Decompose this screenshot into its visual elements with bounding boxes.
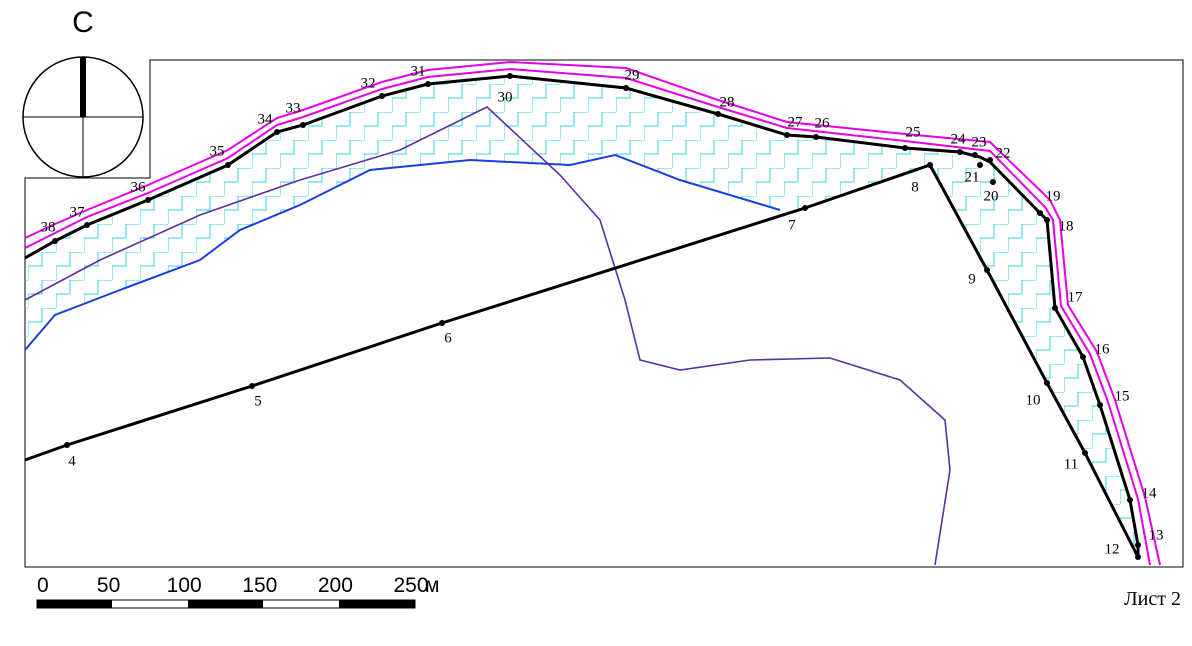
survey-point — [507, 73, 513, 79]
point-label: 15 — [1115, 388, 1130, 404]
scale-segment — [37, 600, 112, 608]
survey-point — [1135, 542, 1141, 548]
water-edge — [24, 153, 781, 351]
point-label: 11 — [1064, 456, 1078, 472]
survey-point — [425, 81, 431, 87]
point-label: 17 — [1068, 289, 1084, 305]
point-label: 23 — [972, 134, 987, 150]
survey-point — [225, 162, 231, 168]
survey-point — [1044, 380, 1050, 386]
survey-point — [300, 122, 306, 128]
point-label: 24 — [951, 131, 967, 147]
survey-point — [249, 383, 255, 389]
zone-line — [24, 60, 1161, 566]
survey-point — [1037, 210, 1043, 216]
survey-point — [1052, 305, 1058, 311]
survey-point — [274, 129, 280, 135]
point-label: 20 — [984, 188, 999, 204]
point-label: 29 — [625, 67, 640, 83]
point-label: 14 — [1142, 485, 1158, 501]
scale-segment — [188, 600, 263, 608]
survey-point — [623, 85, 629, 91]
point-label: 18 — [1059, 218, 1074, 234]
scale-label: 250 — [393, 574, 428, 597]
scale-label: 50 — [97, 574, 120, 597]
survey-point — [987, 157, 993, 163]
point-label: 5 — [254, 393, 262, 409]
point-label: 32 — [361, 75, 376, 91]
scale-label: 200 — [318, 574, 353, 597]
survey-point — [1080, 354, 1086, 360]
point-label: 12 — [1105, 541, 1120, 557]
contour-line — [24, 106, 951, 566]
point-label: 19 — [1046, 188, 1061, 204]
survey-point — [977, 162, 983, 168]
scale-segment — [339, 600, 415, 608]
point-label: 30 — [498, 89, 513, 105]
point-label: 22 — [996, 145, 1011, 161]
survey-point — [84, 222, 90, 228]
survey-point — [957, 149, 963, 155]
point-label: 25 — [906, 124, 921, 140]
scale-unit: м — [425, 574, 439, 597]
survey-point — [927, 162, 933, 168]
point-label: 33 — [286, 100, 301, 116]
survey-point — [813, 134, 819, 140]
survey-point — [972, 152, 978, 158]
survey-point — [439, 320, 445, 326]
survey-point — [64, 442, 70, 448]
point-label: 4 — [68, 453, 76, 469]
point-label: 38 — [41, 219, 56, 235]
survey-point — [379, 93, 385, 99]
survey-point — [1044, 217, 1050, 223]
survey-point — [784, 132, 790, 138]
zone-line — [24, 67, 1151, 566]
point-label: 37 — [70, 204, 86, 220]
survey-point — [1135, 554, 1141, 560]
survey-point — [802, 205, 808, 211]
point-label: 7 — [788, 217, 796, 233]
north-label: С — [72, 6, 94, 39]
point-label: 35 — [210, 143, 225, 159]
map-frame — [24, 59, 1184, 568]
boundary — [24, 74, 1140, 557]
scale-label: 150 — [242, 574, 277, 597]
survey-point — [902, 145, 908, 151]
point-label: 21 — [965, 169, 980, 185]
point-label: 27 — [788, 114, 804, 130]
point-label: 34 — [258, 111, 274, 127]
survey-point — [1127, 497, 1133, 503]
point-label: 28 — [720, 94, 735, 110]
scale-label: 100 — [167, 574, 202, 597]
point-label: 36 — [131, 179, 147, 195]
scale-label: 0 — [37, 574, 49, 597]
survey-point — [145, 197, 151, 203]
point-label: 6 — [444, 330, 452, 346]
point-label: 9 — [968, 271, 976, 287]
survey-point — [1082, 450, 1088, 456]
point-label: 13 — [1149, 527, 1164, 543]
sheet-label: Лист 2 — [1124, 588, 1181, 610]
point-label: 31 — [411, 63, 426, 79]
survey-point — [984, 267, 990, 273]
hatched-zone — [25, 76, 1138, 557]
survey-point — [715, 111, 721, 117]
boundary — [24, 163, 1140, 558]
survey-point — [1097, 402, 1103, 408]
point-label: 10 — [1026, 392, 1041, 408]
survey-point — [52, 238, 58, 244]
point-label: 16 — [1095, 341, 1111, 357]
survey-point — [990, 179, 996, 185]
point-label: 8 — [911, 179, 919, 195]
point-label: 26 — [815, 115, 831, 131]
